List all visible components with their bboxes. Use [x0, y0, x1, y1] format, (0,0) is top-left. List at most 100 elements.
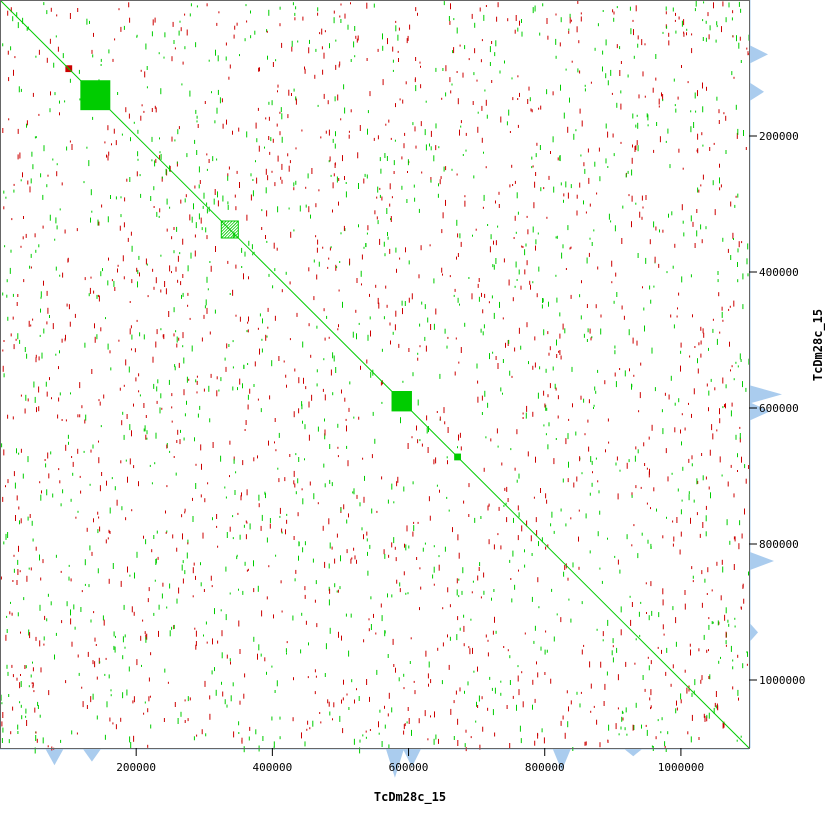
alignment-dot — [696, 230, 698, 237]
alignment-dot — [733, 300, 735, 307]
alignment-dot — [387, 499, 389, 504]
alignment-dot — [396, 481, 398, 487]
alignment-dot — [200, 217, 202, 224]
alignment-dot — [106, 154, 107, 158]
alignment-dot — [672, 664, 674, 669]
alignment-dot — [16, 448, 17, 454]
alignment-dot — [257, 455, 258, 459]
alignment-dot — [465, 729, 467, 733]
alignment-dot — [722, 1, 724, 7]
alignment-dot — [12, 316, 14, 320]
alignment-dot — [487, 652, 489, 657]
alignment-dot — [473, 175, 475, 179]
alignment-dot — [553, 636, 555, 642]
alignment-dot — [329, 588, 331, 594]
alignment-dot — [678, 148, 680, 153]
alignment-dot — [266, 240, 268, 243]
alignment-dot — [640, 362, 642, 366]
alignment-dot — [69, 321, 71, 327]
alignment-dot — [420, 586, 422, 590]
alignment-dot — [226, 343, 228, 349]
alignment-dot — [35, 249, 37, 253]
alignment-dot — [212, 638, 213, 645]
alignment-dot — [163, 56, 165, 59]
alignment-dot — [78, 672, 80, 676]
alignment-dot — [302, 420, 303, 424]
alignment-dot — [347, 460, 349, 467]
alignment-dot — [534, 5, 536, 12]
alignment-dot — [702, 328, 704, 334]
alignment-dot — [517, 675, 519, 682]
alignment-dot — [161, 176, 163, 182]
alignment-dot — [734, 617, 736, 620]
alignment-dot — [706, 716, 708, 722]
alignment-dot — [169, 265, 171, 272]
alignment-dot — [547, 544, 549, 548]
alignment-dot — [269, 523, 271, 529]
alignment-dot — [15, 338, 17, 341]
alignment-dot — [722, 406, 724, 409]
alignment-dot — [276, 247, 278, 251]
alignment-dot — [463, 614, 465, 618]
alignment-dot — [85, 414, 87, 421]
alignment-dot — [323, 463, 325, 468]
alignment-dot — [94, 336, 96, 343]
alignment-dot — [32, 682, 34, 687]
alignment-dot — [56, 14, 58, 17]
alignment-dot — [584, 741, 586, 746]
alignment-dot — [196, 120, 198, 123]
alignment-dot — [206, 208, 208, 214]
alignment-dot — [723, 112, 725, 115]
alignment-dot — [637, 35, 639, 40]
alignment-dot — [632, 337, 634, 344]
alignment-dot — [441, 229, 443, 234]
alignment-dot — [204, 305, 206, 309]
alignment-dot — [716, 96, 718, 101]
alignment-dot — [206, 168, 208, 171]
alignment-dot — [478, 695, 480, 702]
alignment-dot — [740, 606, 742, 610]
alignment-dot — [10, 249, 12, 253]
alignment-dot — [322, 69, 324, 75]
alignment-dot — [229, 592, 231, 595]
alignment-dot — [61, 182, 63, 186]
alignment-dot — [265, 117, 267, 120]
alignment-dot — [600, 314, 602, 318]
alignment-dot — [65, 444, 67, 451]
alignment-dot — [38, 49, 40, 55]
alignment-dot — [517, 75, 519, 78]
alignment-dot — [495, 240, 497, 246]
alignment-dot — [728, 308, 730, 311]
alignment-dot — [613, 17, 615, 22]
alignment-dot — [700, 224, 702, 230]
alignment-dot — [531, 156, 533, 160]
alignment-dot — [108, 529, 110, 533]
alignment-dot — [539, 366, 541, 370]
alignment-dot — [711, 424, 713, 431]
alignment-dot — [143, 403, 145, 408]
alignment-dot — [182, 533, 183, 540]
alignment-dot — [619, 46, 621, 50]
alignment-dot — [194, 139, 196, 144]
alignment-dot — [304, 594, 306, 599]
alignment-dot — [151, 482, 153, 485]
alignment-dot — [46, 184, 48, 188]
alignment-dot — [243, 746, 245, 753]
alignment-dot — [645, 257, 647, 264]
alignment-dot — [585, 741, 587, 746]
alignment-dot — [292, 717, 294, 722]
alignment-dot — [483, 467, 485, 472]
alignment-dot — [430, 177, 432, 182]
alignment-dot — [614, 372, 616, 377]
alignment-dot — [205, 733, 207, 737]
alignment-dot — [286, 519, 288, 524]
alignment-dot — [513, 237, 515, 239]
alignment-dot — [424, 710, 426, 717]
alignment-dot — [2, 349, 4, 352]
alignment-dot — [103, 619, 105, 626]
alignment-dot — [405, 544, 407, 551]
alignment-dot — [715, 39, 717, 43]
alignment-dot — [214, 189, 216, 195]
alignment-dot — [176, 598, 178, 604]
alignment-dot — [285, 529, 286, 535]
